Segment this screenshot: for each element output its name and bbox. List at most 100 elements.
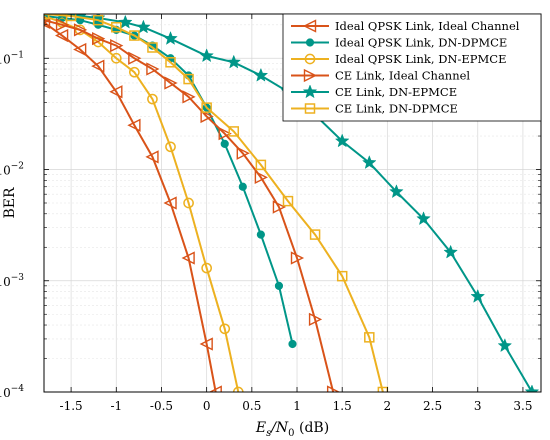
y-tick-exponent: −1 xyxy=(11,50,24,60)
data-point xyxy=(361,155,377,169)
y-tick-base: 10 xyxy=(0,52,11,66)
data-point xyxy=(181,251,195,265)
data-point xyxy=(183,73,194,85)
data-point xyxy=(253,67,269,82)
data-point xyxy=(146,62,160,76)
legend-marker xyxy=(304,103,316,114)
data-point xyxy=(470,288,486,303)
data-point xyxy=(182,90,196,104)
legend-item: Ideal QPSK Link, DN-EPMCE xyxy=(291,52,506,66)
x-tick-label: 0 xyxy=(203,399,211,413)
data-point xyxy=(254,170,268,184)
data-point xyxy=(92,14,104,26)
data-point xyxy=(364,332,375,343)
data-point xyxy=(524,384,540,392)
data-point xyxy=(92,32,106,46)
legend-label: Ideal QPSK Link, DN-EPMCE xyxy=(335,52,506,66)
series-line xyxy=(44,21,217,392)
legend-marker xyxy=(302,19,317,33)
series-6 xyxy=(44,14,389,392)
data-point xyxy=(91,59,105,73)
legend-label: Ideal QPSK Link, Ideal Channel xyxy=(335,19,520,33)
legend-item: CE Link, Ideal Channel xyxy=(291,69,470,83)
data-point xyxy=(416,211,431,226)
data-point xyxy=(136,19,151,34)
x-tick-label: 0.5 xyxy=(242,399,261,413)
data-point xyxy=(73,23,88,37)
data-point xyxy=(129,66,140,78)
x-tick-label: 3 xyxy=(474,399,482,413)
data-point xyxy=(110,38,124,53)
x-tick-label: 2.5 xyxy=(423,399,442,413)
data-point xyxy=(282,195,294,207)
data-point xyxy=(147,42,158,53)
data-point xyxy=(288,339,297,349)
data-point xyxy=(336,270,348,282)
data-point xyxy=(389,184,404,199)
data-point xyxy=(65,14,77,22)
data-point xyxy=(228,126,240,137)
data-point xyxy=(201,102,212,113)
data-point xyxy=(199,337,213,351)
data-point xyxy=(183,197,194,209)
series-line xyxy=(44,14,384,392)
data-point xyxy=(309,229,321,240)
data-point xyxy=(274,281,284,290)
data-point xyxy=(218,127,232,141)
x-axis-label-unit: (dB) xyxy=(295,420,330,436)
data-point xyxy=(55,18,70,32)
y-tick-label: 10−3 xyxy=(0,273,24,289)
data-point xyxy=(128,51,142,65)
data-point xyxy=(73,42,87,57)
series-layer xyxy=(44,14,540,392)
data-point xyxy=(326,385,341,392)
x-tick-label: 1 xyxy=(293,399,301,413)
x-axis-label-slash: /N xyxy=(269,420,289,436)
y-tick-exponent: −3 xyxy=(11,273,25,283)
data-point xyxy=(200,109,214,124)
data-point xyxy=(290,251,305,265)
legend-box xyxy=(282,13,542,122)
axis-ticks: -1.5-1-0.500.511.522.533.510−410−310−210… xyxy=(0,14,541,413)
y-tick-base: 10 xyxy=(0,386,11,400)
y-tick-label: 10−1 xyxy=(0,50,24,66)
data-point xyxy=(165,57,176,68)
data-point xyxy=(226,54,242,69)
x-tick-label: -1 xyxy=(110,399,122,413)
data-point xyxy=(199,48,214,63)
legend-label: CE Link, Ideal Channel xyxy=(335,69,470,83)
data-point xyxy=(129,30,140,41)
data-point xyxy=(255,159,267,171)
data-point xyxy=(127,118,141,132)
series-1 xyxy=(44,15,222,392)
x-axis-label: Es/N0 (dB) xyxy=(255,420,329,439)
y-tick-base: 10 xyxy=(0,164,11,178)
legend-label: CE Link, DN-DPMCE xyxy=(335,102,458,116)
y-tick-label: 10−2 xyxy=(0,162,24,178)
x-tick-label: 1.5 xyxy=(333,399,352,413)
data-point xyxy=(109,85,123,99)
y-tick-label: 10−4 xyxy=(0,384,24,400)
data-point xyxy=(377,386,389,392)
data-point xyxy=(111,22,122,33)
data-point xyxy=(256,230,265,239)
legend-marker xyxy=(305,38,315,47)
legend-item: CE Link, DN-EPMCE xyxy=(291,84,457,99)
data-point xyxy=(165,141,176,153)
legend-marker xyxy=(302,84,318,99)
legend-label: CE Link, DN-EPMCE xyxy=(335,85,457,99)
data-point xyxy=(497,338,513,353)
data-point xyxy=(201,262,213,274)
x-tick-label: 2 xyxy=(384,399,392,413)
x-axis-label-main: E xyxy=(255,420,266,436)
data-point xyxy=(272,200,287,214)
legend-item: CE Link, DN-DPMCE xyxy=(291,102,458,116)
y-tick-base: 10 xyxy=(0,275,11,289)
y-tick-exponent: −4 xyxy=(11,384,25,394)
data-point xyxy=(92,36,104,48)
legend-item: Ideal QPSK Link, DN-DPMCE xyxy=(291,36,507,50)
series-4 xyxy=(44,16,341,392)
legend-marker xyxy=(304,53,316,65)
legend-label: Ideal QPSK Link, DN-DPMCE xyxy=(335,36,507,50)
